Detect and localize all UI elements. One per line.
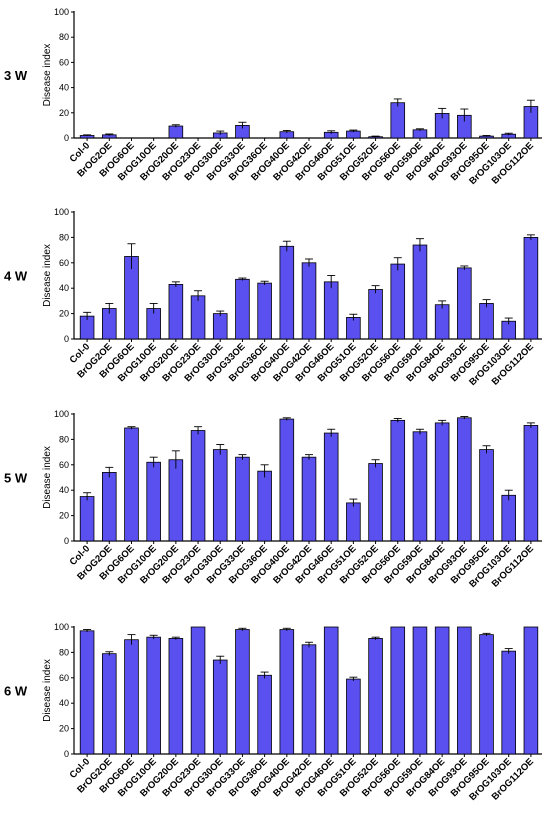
bar	[190, 626, 206, 755]
panel-label: 3 W	[4, 68, 28, 83]
y-tick-label: 100	[54, 409, 69, 419]
y-tick-label: 20	[59, 724, 69, 734]
bar	[434, 422, 450, 542]
bar	[346, 130, 361, 139]
bar	[412, 626, 428, 755]
bar	[102, 653, 117, 755]
y-tick-label: 0	[64, 133, 69, 143]
y-axis-title: Disease index	[42, 244, 53, 307]
y-tick-label: 100	[54, 7, 69, 17]
y-tick-label: 40	[59, 283, 69, 293]
y-tick-label: 20	[59, 108, 69, 118]
bar	[323, 432, 339, 542]
bar	[79, 630, 95, 755]
y-tick-label: 60	[59, 460, 69, 470]
bar	[301, 262, 317, 340]
bar	[146, 636, 161, 755]
bar	[434, 304, 450, 340]
bar	[124, 639, 139, 755]
bar	[346, 502, 361, 542]
bar	[279, 629, 295, 755]
bar	[235, 456, 250, 542]
bar	[457, 626, 472, 755]
bar	[124, 427, 139, 542]
bar	[412, 431, 428, 542]
y-tick-label: 80	[59, 434, 69, 444]
bar	[523, 236, 539, 340]
y-tick-label: 20	[59, 309, 69, 319]
y-tick-label: 100	[54, 207, 69, 217]
y-axis-title: Disease index	[42, 446, 53, 509]
bar	[235, 278, 250, 340]
bar	[390, 626, 406, 755]
bar	[168, 283, 184, 340]
bar	[390, 263, 406, 340]
bar	[412, 129, 428, 139]
bar	[368, 289, 383, 340]
y-tick-label: 40	[59, 485, 69, 495]
bar	[279, 418, 295, 542]
bar	[457, 417, 472, 542]
bar	[301, 644, 317, 755]
bar	[523, 626, 539, 755]
chart-panel-2: 4 W Disease index020406080100Col-0BrOG2OE…	[4, 207, 542, 388]
bar	[501, 494, 516, 542]
y-tick-label: 40	[59, 698, 69, 708]
bar	[212, 449, 228, 542]
panel-label: 4 W	[4, 269, 28, 284]
bar	[79, 496, 95, 542]
bar	[190, 295, 206, 340]
chart-panel-4: 6 W Disease index020406080100Col-0BrOG2OE…	[4, 622, 542, 803]
y-tick-label: 0	[64, 536, 69, 546]
bar	[368, 638, 383, 755]
bar	[390, 419, 406, 542]
bar	[212, 313, 228, 340]
bar	[390, 102, 406, 139]
bar	[102, 472, 117, 542]
y-axis-title: Disease index	[42, 659, 53, 722]
bar	[301, 456, 317, 542]
bar	[168, 125, 184, 139]
y-axis-title: Disease index	[42, 44, 53, 107]
y-tick-label: 0	[64, 334, 69, 344]
bar	[235, 629, 250, 755]
y-tick-label: 20	[59, 511, 69, 521]
bar	[523, 425, 539, 542]
bar	[323, 626, 339, 755]
y-tick-label: 80	[59, 232, 69, 242]
bar	[257, 470, 272, 542]
bar	[501, 650, 516, 755]
chart-panel-1: 3 W Disease index020406080100Col-0BrOG2OE…	[4, 7, 542, 187]
bar	[479, 303, 494, 340]
bar	[257, 282, 272, 340]
bar	[190, 430, 206, 542]
y-tick-label: 40	[59, 83, 69, 93]
panel-label: 5 W	[4, 471, 28, 486]
chart-panel-3: 5 W Disease index020406080100Col-0BrOG2OE…	[4, 409, 542, 590]
bar	[479, 634, 494, 755]
bar	[257, 674, 272, 755]
bar	[346, 317, 361, 340]
y-tick-label: 60	[59, 673, 69, 683]
y-tick-label: 0	[64, 749, 69, 759]
y-tick-label: 60	[59, 258, 69, 268]
bar	[146, 461, 161, 542]
y-tick-label: 80	[59, 32, 69, 42]
bar	[168, 638, 184, 755]
bar	[212, 659, 228, 755]
bar	[168, 459, 184, 542]
y-tick-label: 60	[59, 57, 69, 67]
bar	[457, 267, 472, 340]
bar	[412, 244, 428, 340]
panel-label: 6 W	[4, 684, 28, 699]
y-tick-label: 80	[59, 647, 69, 657]
bar	[479, 449, 494, 542]
bar	[323, 281, 339, 340]
bar	[368, 463, 383, 542]
bar	[346, 678, 361, 755]
bar	[279, 245, 295, 340]
y-tick-label: 100	[54, 622, 69, 632]
bar	[434, 626, 450, 755]
